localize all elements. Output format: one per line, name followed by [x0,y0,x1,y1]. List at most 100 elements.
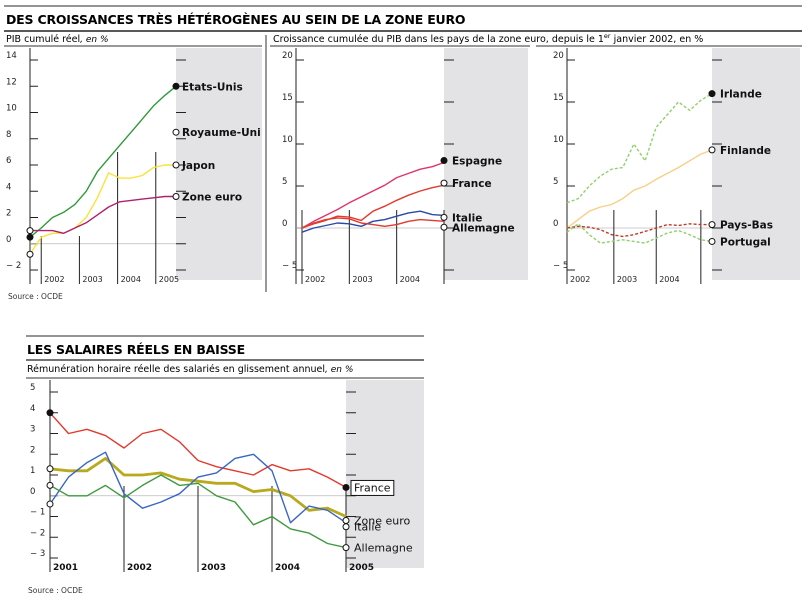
c2-series-france [301,184,445,229]
c1-label-japon: Japon [181,160,215,172]
c4-x-tick-label: 2002 [127,563,152,573]
c2-marker-italie [440,213,448,221]
c3-x-tick-label: 2003 [617,275,637,284]
c3-y-tick-label: 5 [553,177,558,187]
c2-x-tick-label: 2003 [352,275,372,284]
c4-series-italie [49,451,347,524]
c4-series-zone-euro [49,456,347,518]
c4-start-marker-france [46,409,54,417]
c1-y-tick-label: 8 [6,130,11,140]
c2-y-tick-label: 0 [282,219,287,229]
c2-label-panel [444,48,528,280]
c3-x-tick-label: 2002 [570,275,590,284]
chart-pib-cumule: 14 12 10 8 6 4 2 0 − 2 2002 2003 2004 2005 Etats-Unis… [6,48,262,284]
c3-y-tick-label: 20 [553,51,564,61]
c3-y-tick-label: 0 [553,219,558,229]
c3-y-tick-label: − 5 [553,261,568,271]
c3-marker-finlande [708,146,716,154]
c1-y-tick-label: 2 [6,209,11,219]
c1-x-tick-label: 2002 [44,275,64,284]
c3-label-panel [712,48,800,280]
c3-marker-irlande [708,90,716,98]
c1-series-etats-unis [29,85,177,238]
c2-label-france: France [452,178,492,190]
c1-x-tick-label: 2004 [121,275,141,284]
top-figure: DES CROISSANCES TRÈS HÉTÉROGÈNES AU SEIN… [4,5,802,300]
top-title: DES CROISSANCES TRÈS HÉTÉROGÈNES AU SEIN… [6,12,465,27]
c4-label-france: France [354,481,391,494]
c4-label-allemagne: Allemagne [354,542,413,555]
top-source: Source : OCDE [8,292,63,300]
c4-start-marker-zone-euro [46,465,54,473]
c4-y-tick-label: − 2 [30,528,45,538]
c3-x-tick-label: 2004 [659,275,679,284]
c1-series-japon [29,164,176,255]
c4-series-france [49,412,347,489]
c4-label-zone-euro: Zone euro [354,515,411,528]
c2-series-espagne [301,161,445,229]
c4-y-tick-label: 3 [30,425,35,435]
c1-y-tick-label: 6 [6,156,11,166]
c4-y-tick-label: 4 [30,404,35,414]
c4-x-tick-label: 2004 [275,563,300,573]
c2-label-espagne: Espagne [452,155,502,167]
c2-series-allemagne [301,217,445,229]
chart4-subtitle: Rémunération horaire réelle des salariés… [27,364,353,375]
c1-start-marker-etats-unis [26,233,34,241]
c1-marker-zone-euro [172,193,180,200]
c1-start-marker-japon [26,250,34,258]
c4-marker-france [342,483,350,491]
c4-y-tick-label: − 1 [30,508,45,518]
c1-y-tick-label: − 2 [6,261,21,271]
c4-marker-italie [342,523,350,531]
c1-y-tick-label: 10 [6,104,17,114]
c1-marker-etats-unis [172,82,180,90]
c2-x-tick-label: 2002 [305,275,325,284]
c1-x-tick-label: 2005 [159,275,179,284]
c1-y-tick-label: 0 [6,235,11,245]
chart2-subtitle: Croissance cumulée du PIB dans les pays … [273,32,703,45]
c4-label-box [350,479,395,496]
c1-y-tick-label: 12 [6,77,17,87]
c4-x-tick-label: 2001 [53,563,78,573]
c3-label-finlande: Finlande [720,145,771,157]
c1-start-marker-zone-euro [26,227,34,235]
c2-marker-espagne [440,156,448,164]
c4-y-tick-label: 2 [30,445,35,455]
c4-label-panel [346,380,424,568]
chart1-subtitle: PIB cumulé réel, en % [6,34,109,45]
bottom-source: Source : OCDE [28,586,83,595]
c2-y-tick-label: 15 [282,93,293,103]
c2-marker-france [440,179,448,187]
c4-y-tick-label: 1 [30,466,35,476]
c2-y-tick-label: 10 [282,135,293,145]
c1-x-tick-label: 2003 [82,275,102,284]
c3-marker-portugal [708,237,716,245]
c3-marker-pays-bas [708,221,716,229]
chart-salaires-reels: 5 4 3 2 1 0 − 1 − 2 − 3 2001 2002 2003 2004 2005 Franc… [30,380,424,573]
c3-series-portugal [566,223,713,244]
c2-label-allemagne: Allemagne [452,222,515,234]
c4-marker-allemagne [342,544,350,552]
c2-series-italie [301,210,445,233]
c3-series-irlande [566,92,713,204]
c4-label-italie: Italie [354,521,381,534]
c4-start-marker-italie [46,500,54,508]
c4-y-tick-label: 5 [30,383,35,393]
c3-y-tick-label: 10 [553,135,564,145]
c3-label-portugal: Portugal [720,236,771,248]
c1-y-tick-label: 4 [6,182,11,192]
c2-marker-allemagne [440,223,448,231]
chart-zone-euro-group1: 20 15 10 5 0 − 5 2002 2003 2004 Espagne France Ital… [282,48,528,284]
c4-start-marker-allemagne [46,481,54,489]
c4-x-tick-label: 2005 [349,563,374,573]
c4-x-tick-label: 2003 [201,563,226,573]
c1-marker-royaume-uni [172,128,180,136]
c2-label-italie: Italie [452,212,482,224]
c1-label-panel [176,48,262,280]
c3-label-pays-bas: Pays-Bas [720,220,773,232]
c2-y-tick-label: − 5 [282,261,297,271]
c3-series-finlande [566,149,713,229]
c1-series-zone-euro [30,195,176,235]
